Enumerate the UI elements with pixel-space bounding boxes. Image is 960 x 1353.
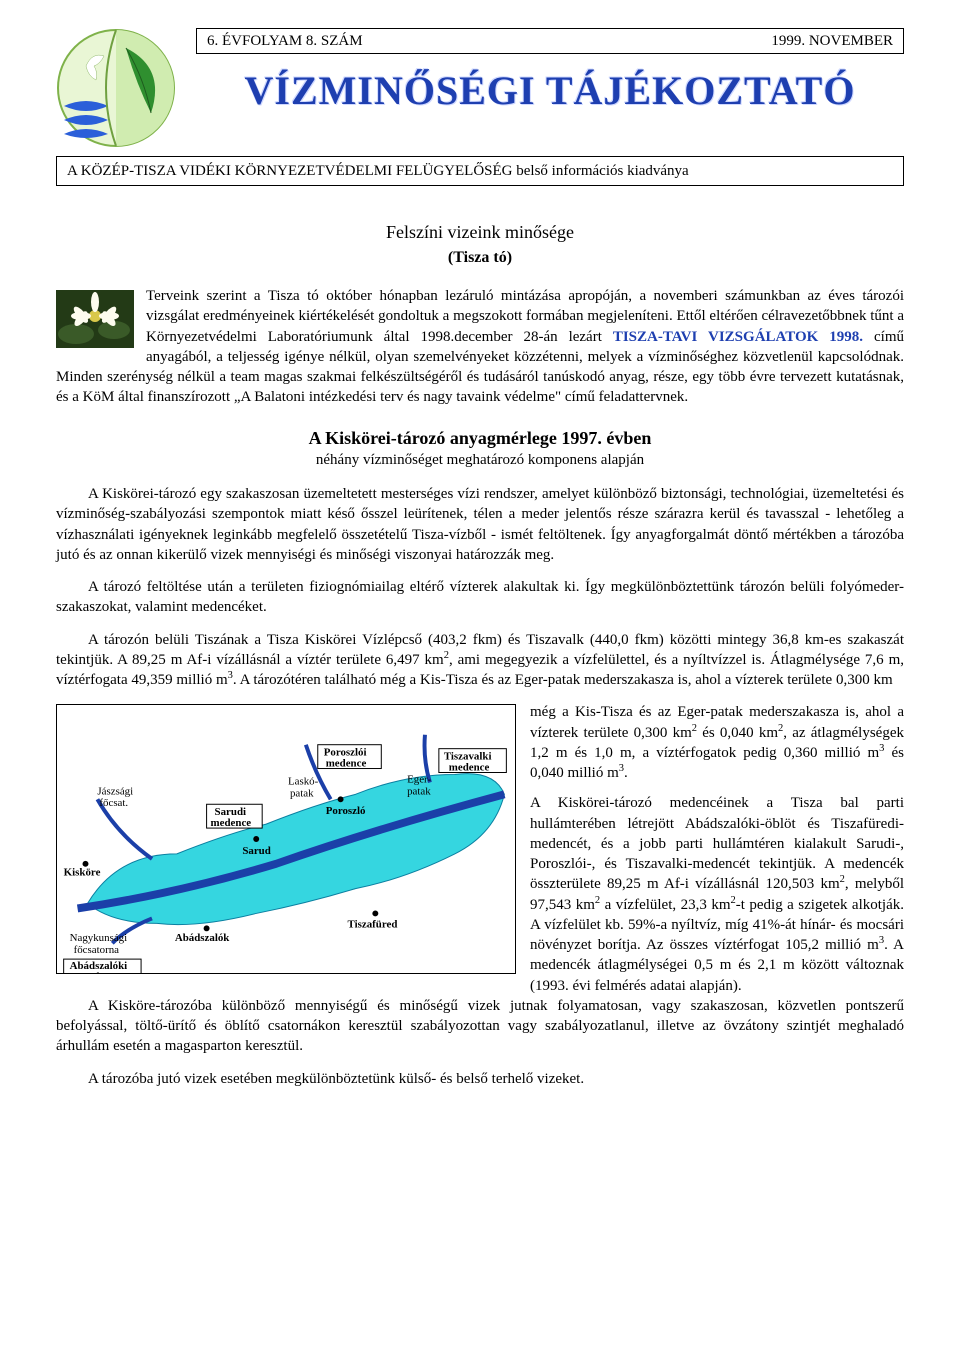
waterlily-thumb-icon [56,290,134,348]
map-label: Jászsági [97,786,133,798]
map-label: Kisköre [64,867,101,879]
map-label: medence [211,818,252,830]
environmental-logo-icon [56,28,176,148]
lead-highlight: TISZA-TAVI VIZSGÁLATOK 1998. [613,329,863,345]
map-label: Tiszafüred [348,919,398,931]
lead-paragraph: Terveink szerint a Tisza tó október hóna… [56,286,904,408]
para-2: A tározó feltöltése után a területen fiz… [56,577,904,618]
reservoir-map-figure: Jászsági főcsat. Kisköre Nagykunsági főc… [56,704,516,974]
section2-subheading: néhány vízminőséget meghatározó komponen… [56,450,904,470]
map-label: medence [80,971,121,973]
map-label: medence [449,762,490,774]
section1-title: Felszíni vizeink minősége [56,220,904,244]
map-and-text-block: A tározón belüli Tiszának a Tisza Kiskör… [56,630,904,996]
map-label: Eger- [407,774,431,786]
section1-sub: (Tisza tó) [56,247,904,269]
map-label: Sarud [242,845,270,857]
map-label: Nagykunsági [70,933,128,945]
map-label: Abádszalók [175,933,230,945]
para-5: A Kisköre-tározóba különböző mennyiségű … [56,996,904,1057]
para-6: A tározóba jutó vizek esetében megkülönb… [56,1069,904,1089]
issue-bar: 6. ÉVFOLYAM 8. SZÁM 1999. NOVEMBER [196,28,904,54]
map-label: Poroszló [326,806,366,818]
para-1: A Kiskörei-tározó egy szakaszosan üzemel… [56,484,904,565]
title-stack: 6. ÉVFOLYAM 8. SZÁM 1999. NOVEMBER VÍZMI… [196,28,904,128]
issue-left: 6. ÉVFOLYAM 8. SZÁM [207,31,363,51]
map-label: medence [326,758,367,770]
issue-right: 1999. NOVEMBER [771,31,893,51]
map-label: főcsat. [99,798,128,810]
map-label: patak [290,788,314,800]
para-3-intro: A tározón belüli Tiszának a Tisza Kiskör… [56,630,904,691]
map-label: főcsatorna [74,945,120,957]
main-title: VÍZMINŐSÉGI TÁJÉKOZTATÓ [196,64,904,118]
document-header: 6. ÉVFOLYAM 8. SZÁM 1999. NOVEMBER VÍZMI… [56,28,904,148]
section2-heading: A Kiskörei-tározó anyagmérlege 1997. évb… [56,426,904,450]
map-label: Laskó- [288,776,319,788]
subtitle-bar: A KÖZÉP-TISZA VIDÉKI KÖRNYEZETVÉDELMI FE… [56,156,904,186]
map-label: patak [407,786,431,798]
